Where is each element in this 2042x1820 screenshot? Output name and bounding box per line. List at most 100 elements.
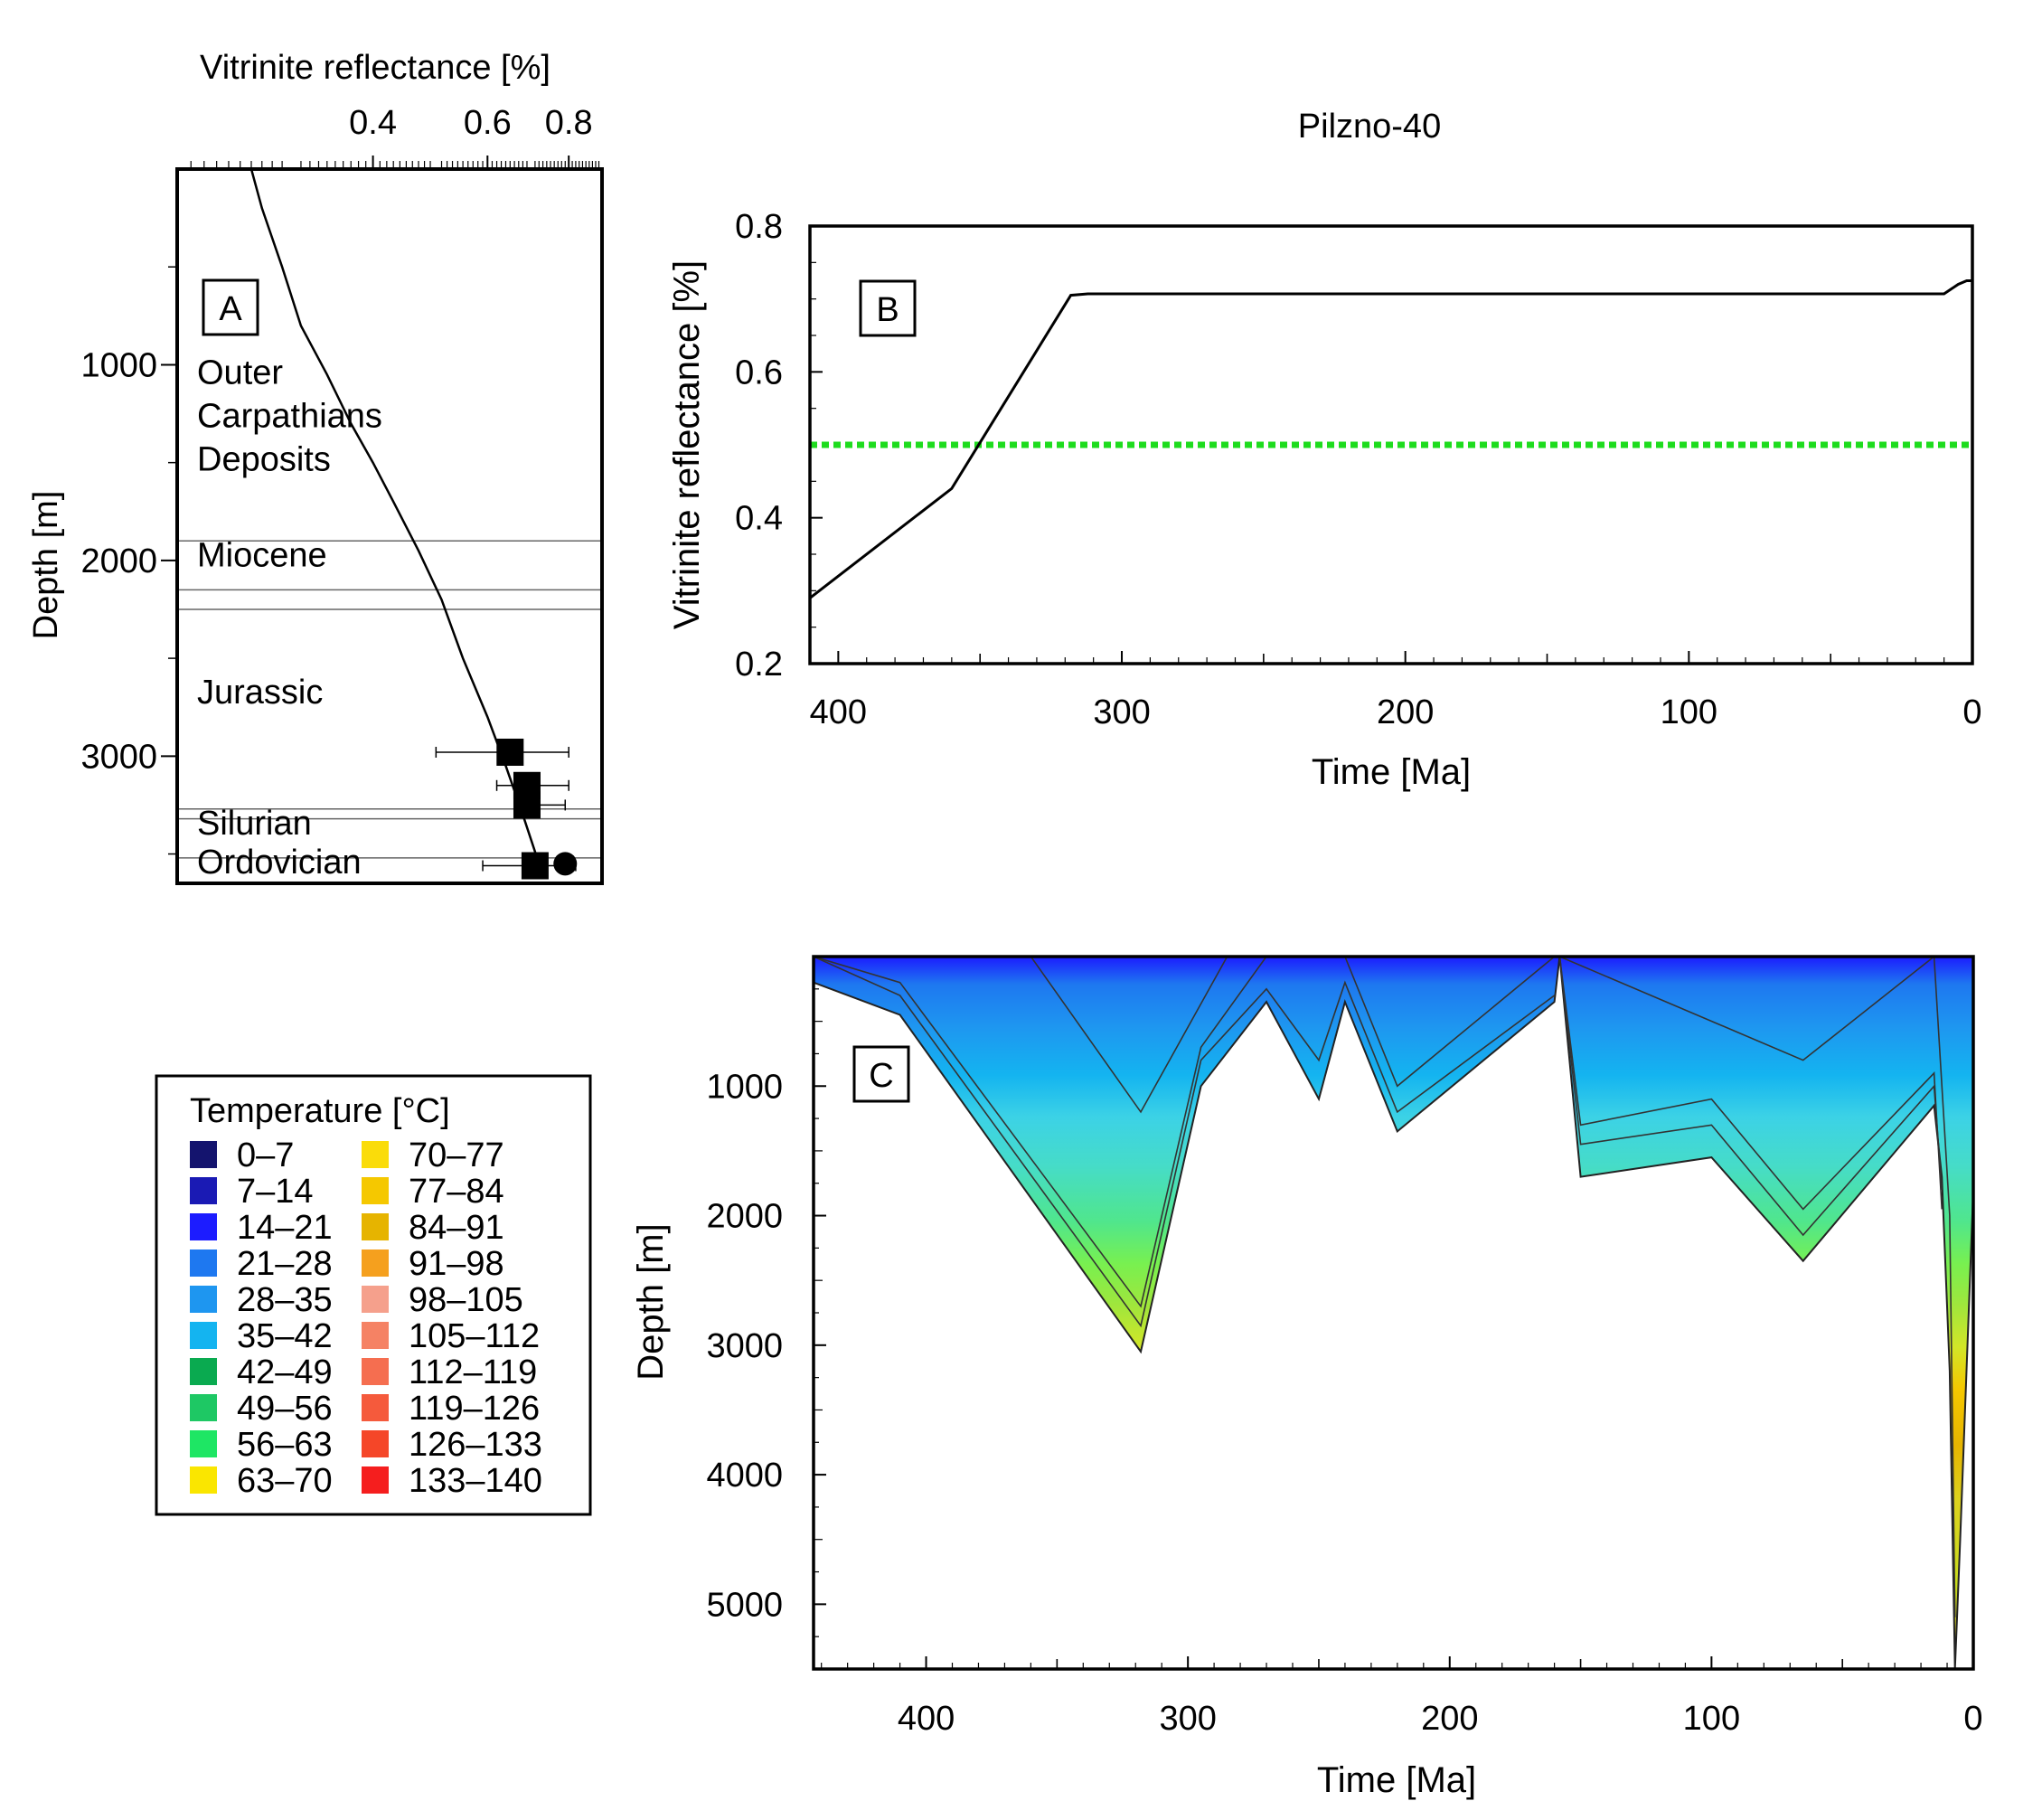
legend-swatch: [362, 1249, 389, 1277]
panel-a-measured-points: [435, 738, 578, 880]
panel-a-model-curve: [249, 168, 541, 864]
legend-swatch: [362, 1394, 389, 1421]
panel-b-vitrinite-curve: [809, 279, 1972, 599]
temperature-legend: Temperature [°C] 0–77–1414–2121–2828–353…: [155, 1074, 592, 1516]
legend-items: 0–77–1414–2121–2828–3535–4242–4949–5656–…: [190, 1136, 542, 1500]
panel-a-measured-point: [521, 852, 549, 880]
panel-c-horizon-line: [814, 957, 1266, 1114]
legend-swatch: [362, 1430, 389, 1457]
panel-a-measured-point: [553, 852, 578, 876]
panel-b-x-tick-label: 0: [1962, 693, 1981, 731]
panel-a-letter: A: [219, 290, 242, 328]
legend-label: 70–77: [409, 1136, 504, 1174]
legend-swatch: [190, 1394, 217, 1421]
legend-swatch: [362, 1286, 389, 1313]
panel-c-y-tick-label: 2000: [706, 1198, 783, 1236]
panel-b-frame: [808, 224, 1974, 665]
panel-b-y-tick-label: 0.2: [735, 646, 783, 684]
legend-label: 84–91: [409, 1209, 504, 1247]
legend-label: 7–14: [237, 1173, 314, 1211]
legend-label: 119–126: [409, 1390, 540, 1428]
panel-a-unit-label: Outer: [197, 354, 283, 392]
panel-b-x-tick-label: 200: [1377, 693, 1434, 731]
panel-a-unit-label: Deposits: [197, 441, 331, 479]
panel-a-unit-label: Silurian: [197, 805, 312, 843]
legend-label: 112–119: [409, 1353, 537, 1391]
panel-c-x-tick-label: 100: [1683, 1700, 1740, 1738]
legend-swatch: [190, 1213, 217, 1240]
legend-label: 49–56: [237, 1390, 333, 1428]
panel-c-horizon-line: [814, 957, 1556, 1328]
legend-label: 42–49: [237, 1353, 333, 1391]
panel-c-y-tick-label: 1000: [706, 1068, 783, 1106]
panel-a-unit-label: Carpathians: [197, 398, 382, 436]
panel-a-y-tick-label: 3000: [80, 738, 157, 776]
legend-label: 91–98: [409, 1245, 504, 1283]
panel-a-y-axis-title: Depth [m]: [27, 491, 65, 640]
legend-label: 77–84: [409, 1173, 504, 1211]
panel-a-unit-labels: Outer Carpathians Deposits Miocene Jurassic S…: [197, 354, 382, 882]
panel-b-x-tick-label: 300: [1093, 693, 1150, 731]
panel-a-y-ticks: 1000 2000 3000: [80, 266, 177, 855]
legend-label: 105–112: [409, 1317, 540, 1355]
panel-a-x-tick-labels: 0.4 0.6 0.8: [349, 104, 593, 169]
legend-swatch: [362, 1177, 389, 1204]
panel-c-horizon-line: [1559, 957, 1935, 1061]
panel-a-unit-label: Jurassic: [197, 674, 323, 712]
legend-swatch: [190, 1466, 217, 1494]
legend-label: 21–28: [237, 1245, 333, 1283]
panel-a: Vitrinite reflectance [%] 0.4 0.6 0.8 Oute…: [27, 49, 604, 885]
panel-b-x-tick-label: 100: [1661, 693, 1717, 731]
panel-b: Pilzno-40 400 300 200 100 0 0.2 0.4 0.6 0.8 Time…: [667, 108, 1982, 792]
panel-a-measured-point: [513, 791, 541, 819]
legend-swatch: [362, 1358, 389, 1385]
legend-swatch: [190, 1249, 217, 1277]
legend-swatch: [190, 1358, 217, 1385]
legend-label: 56–63: [237, 1426, 333, 1464]
panel-c-letter-box: [852, 1045, 910, 1103]
figure-title: Pilzno-40: [1298, 108, 1441, 146]
legend-swatch: [362, 1322, 389, 1349]
panel-b-x-axis-title: Time [Ma]: [1312, 752, 1471, 792]
legend-label: 0–7: [237, 1136, 294, 1174]
panel-c-horizons: [814, 957, 1956, 1617]
panel-b-x-tick-label: 400: [810, 693, 867, 731]
panel-c-letter: C: [869, 1057, 893, 1095]
panel-b-y-tick-label: 0.8: [735, 208, 783, 246]
legend-label: 63–70: [237, 1462, 333, 1500]
panel-a-x-tick-label: 0.4: [349, 104, 397, 142]
panel-b-letter: B: [876, 291, 899, 329]
panel-c-frame: [812, 955, 1975, 1671]
panel-c-x-tick-label: 200: [1421, 1700, 1478, 1738]
panel-a-y-tick-label: 2000: [80, 542, 157, 580]
panel-c-x-axis-title: Time [Ma]: [1317, 1760, 1476, 1800]
panel-c-x-tick-label: 0: [1963, 1700, 1982, 1738]
panel-b-y-axis-title: Vitrinite reflectance [%]: [667, 260, 707, 629]
panel-c-x-tick-label: 400: [898, 1700, 955, 1738]
legend-label: 133–140: [409, 1462, 542, 1500]
panel-a-x-tick-label: 0.6: [464, 104, 512, 142]
panel-a-measured-point: [496, 738, 524, 766]
panel-b-ticks: 400 300 200 100 0 0.2 0.4 0.6 0.8: [735, 208, 1981, 731]
legend-swatch: [190, 1322, 217, 1349]
panel-c-horizon-line: [1933, 957, 1956, 1617]
legend-label: 35–42: [237, 1317, 333, 1355]
legend-label: 28–35: [237, 1281, 333, 1319]
panel-b-letter-box: [859, 279, 917, 337]
panel-c-y-tick-label: 3000: [706, 1327, 783, 1365]
panel-a-unit-label: Miocene: [197, 536, 327, 574]
panel-c-horizon-line: [1558, 957, 1943, 1237]
legend-label: 14–21: [237, 1209, 333, 1247]
panel-c-y-tick-label: 5000: [706, 1586, 783, 1624]
legend-swatch: [362, 1466, 389, 1494]
panel-a-x-tick-label: 0.8: [545, 104, 593, 142]
panel-a-unit-label: Ordovician: [197, 844, 362, 882]
legend-swatch: [362, 1213, 389, 1240]
panel-a-y-tick-label: 1000: [80, 346, 157, 384]
panel-b-y-tick-label: 0.4: [735, 500, 783, 538]
panel-a-frame: [175, 167, 604, 885]
legend-swatch: [190, 1177, 217, 1204]
